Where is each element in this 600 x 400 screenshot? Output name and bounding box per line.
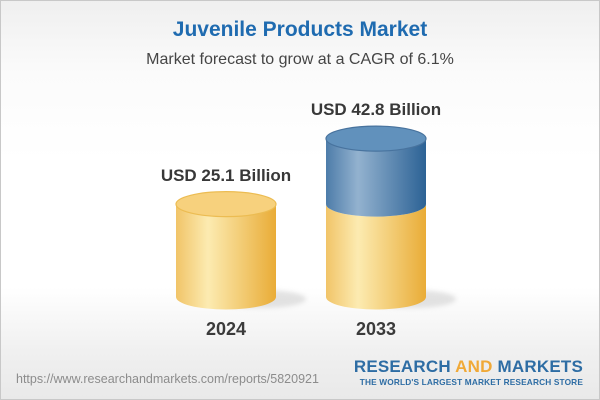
logo-word-and: AND <box>455 357 493 376</box>
axis-label-2033: 2033 <box>355 318 397 339</box>
chart-title: Juvenile Products Market <box>172 18 428 41</box>
research-and-markets-logo: RESEARCH AND MARKETS THE WORLD'S LARGEST… <box>354 358 583 386</box>
logo-tagline: THE WORLD'S LARGEST MARKET RESEARCH STOR… <box>359 377 583 387</box>
value-label-2033: USD 42.8 Billion <box>310 100 442 120</box>
chart-subtitle: Market forecast to grow at a CAGR of 6.1… <box>146 51 454 68</box>
value-label-2024: USD 25.1 Billion <box>160 165 292 185</box>
segment-yellow <box>176 204 276 310</box>
cylinder-top <box>175 191 277 218</box>
segment-blue <box>326 138 426 217</box>
logo-word-research: RESEARCH <box>353 357 451 376</box>
logo-word-markets: MARKETS <box>497 357 583 376</box>
cylinder-2024 <box>175 191 306 310</box>
segment-yellow <box>326 204 426 310</box>
cylinder-2033 <box>325 125 456 310</box>
logo-wordmark: RESEARCH AND MARKETS <box>354 358 583 375</box>
axis-label-2024: 2024 <box>205 318 247 339</box>
cylinder-top <box>325 125 427 152</box>
source-url: https://www.researchandmarkets.com/repor… <box>16 372 319 386</box>
